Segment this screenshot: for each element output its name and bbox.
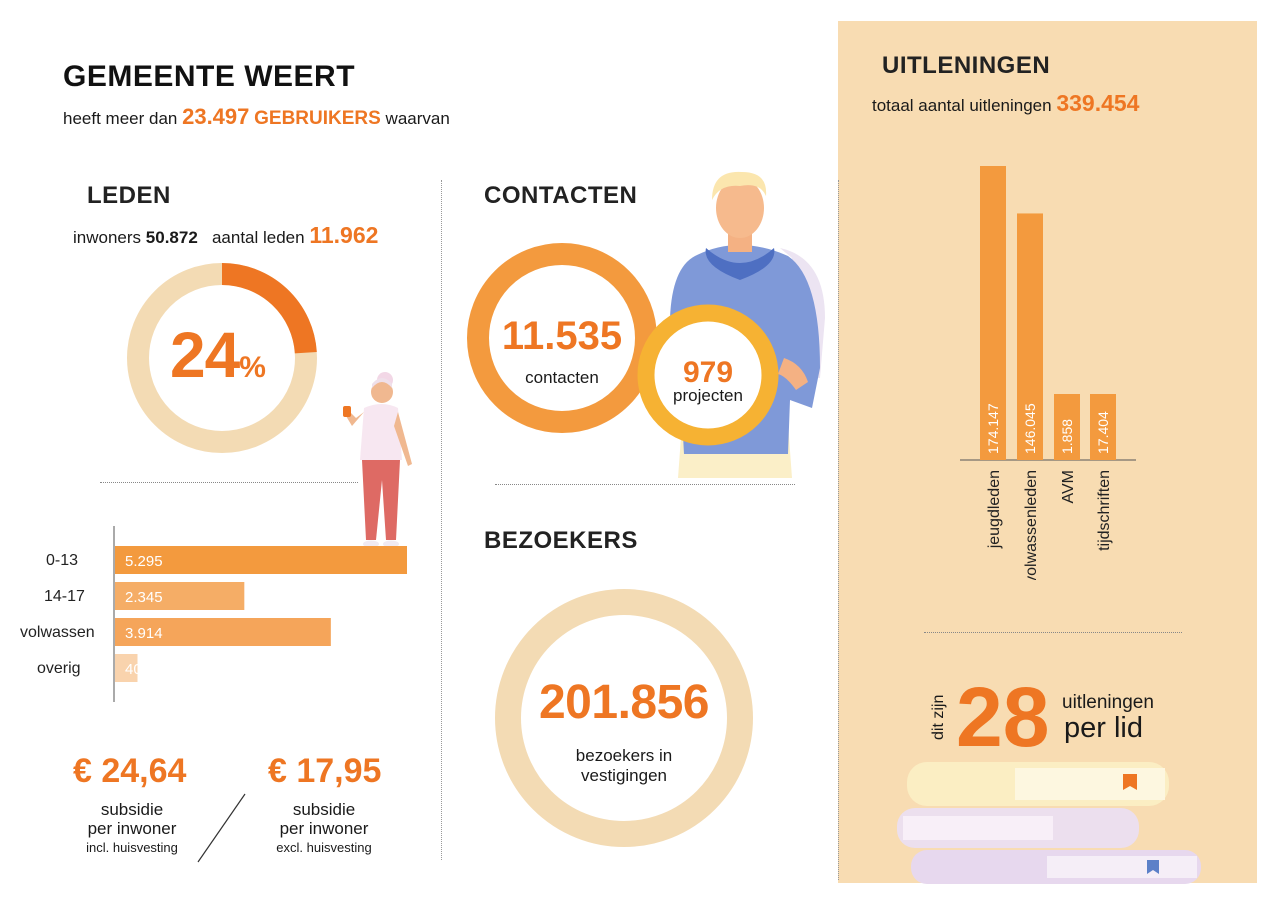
- hood: [705, 248, 775, 280]
- users-prefix: heeft meer dan: [63, 109, 178, 128]
- leden-title: LEDEN: [87, 182, 171, 209]
- age-bar: [115, 582, 245, 610]
- subsidie-excl-line2: per inwoner: [279, 819, 369, 838]
- inwoners-label: inwoners: [73, 228, 142, 247]
- woman-illustration: [343, 372, 412, 548]
- per-line1: uitleningen: [1062, 692, 1154, 713]
- projects-value: 979: [682, 356, 734, 389]
- per-prefix: dit zijn: [930, 694, 947, 740]
- bezoekers-value: 201.856: [538, 676, 710, 729]
- uitleningen-bar-value: 174.147: [985, 403, 1001, 454]
- percent-value: 24: [170, 319, 240, 391]
- subsidie-incl-line3: incl. huisvesting: [86, 840, 178, 855]
- subsidie-excl-text: subsidie per inwoner excl. huisvesting: [244, 800, 404, 857]
- age-bar: [115, 618, 331, 646]
- uitleningen-total: totaal aantal uitleningen 339.454: [872, 90, 1139, 117]
- head: [371, 381, 393, 403]
- total-label: totaal aantal uitleningen: [872, 96, 1052, 115]
- uitleningen-bar: [1017, 213, 1043, 460]
- subsidie-incl-line2: per inwoner: [87, 819, 177, 838]
- projects-label: projecten: [673, 386, 743, 405]
- trousers: [362, 460, 400, 540]
- uitleningen-bar: [1090, 394, 1116, 460]
- shoe-right: [383, 540, 399, 548]
- age-bar: [115, 654, 138, 682]
- subsidie-excl-value: € 17,95: [268, 752, 382, 790]
- total-value: 339.454: [1056, 90, 1140, 116]
- per-line2: per lid: [1064, 712, 1143, 744]
- age-bar-value: 3.914: [125, 625, 163, 642]
- contacts-label: contacten: [525, 368, 599, 387]
- users-suffix: waarvan: [385, 109, 450, 128]
- uitleningen-bar: [980, 166, 1006, 460]
- uitleningen-bar-value: 1.858: [1059, 419, 1075, 454]
- bezoekers-title: BEZOEKERS: [484, 527, 638, 554]
- bookmark-blue: [1147, 860, 1159, 874]
- contacts-value: 11.535: [501, 314, 623, 358]
- age-bar-value: 5.295: [125, 553, 163, 570]
- donut-arc-leden: [221, 263, 317, 354]
- users-label: GEBRUIKERS: [254, 108, 381, 129]
- shoe-left: [363, 540, 379, 548]
- age-category-label: overig: [37, 660, 81, 677]
- leden-donut: [127, 263, 317, 453]
- divider-contacten: [495, 484, 795, 485]
- phone: [343, 406, 351, 417]
- bezoekers-ring: [495, 589, 753, 847]
- per-value: 28: [956, 670, 1050, 764]
- subsidie-excl-line1: subsidie: [292, 800, 356, 819]
- contacts-ring: [467, 243, 657, 433]
- users-subtitle: heeft meer dan 23.497 GEBRUIKERS waarvan: [63, 104, 450, 130]
- divider-uitleningen: [924, 632, 1182, 633]
- subsidie-incl-value: € 24,64: [73, 752, 187, 790]
- uitleningen-panel: [838, 21, 1257, 883]
- bezoekers-label-line1: bezoekers in: [575, 746, 673, 765]
- bookmark-orange: [1123, 774, 1137, 790]
- age-bar: [115, 546, 407, 574]
- bezoekers-label-line2: vestigingen: [580, 766, 667, 785]
- uitleningen-chart: 174.147 jeugdleden 146.045 volwassenleden 1.…: [960, 166, 1136, 580]
- subsidie-incl-line1: subsidie: [100, 800, 164, 819]
- contacten-title: CONTACTEN: [484, 182, 638, 209]
- age-category-label: volwassen: [20, 624, 95, 641]
- uitleningen-category-label: jeugdleden: [986, 470, 1003, 549]
- projects-ring: [637, 304, 779, 446]
- divider-panel: [838, 180, 839, 880]
- leden-label: aantal leden: [211, 228, 305, 247]
- uitleningen-title: UITLENINGEN: [882, 52, 1051, 79]
- leden-stats: inwoners 50.872 aantal leden 11.962: [73, 222, 378, 249]
- bezoekers-label: bezoekers in vestigingen: [494, 746, 754, 786]
- leden-value: 11.962: [309, 222, 379, 248]
- uitleningen-category-label: tijdschriften: [1096, 470, 1113, 551]
- page-title: GEMEENTE WEERT: [63, 60, 356, 93]
- head: [716, 178, 764, 238]
- age-bar-value: 2.345: [125, 589, 163, 606]
- percent-display: 24%: [170, 318, 266, 392]
- age-category-label: 14-17: [44, 588, 85, 605]
- subsidie-excl-line3: excl. huisvesting: [276, 840, 372, 855]
- leden-age-chart: 5.295 0-13 2.345 14-17 3.914 volwassen 408 over…: [20, 526, 407, 702]
- hand: [778, 358, 808, 390]
- uitleningen-category-label: volwassenleden: [1023, 470, 1040, 580]
- age-category-label: 0-13: [46, 552, 78, 569]
- inwoners-value: 50.872: [145, 228, 198, 247]
- uitleningen-category-label: AVM: [1060, 470, 1077, 503]
- age-bar-value: 408: [125, 661, 150, 678]
- divider-leden: [100, 482, 358, 483]
- percent-sign: %: [239, 351, 266, 384]
- subsidie-incl-text: subsidie per inwoner incl. huisvesting: [52, 800, 212, 857]
- subsidie-separator: [197, 793, 246, 863]
- uitleningen-bar: [1054, 394, 1080, 460]
- uitleningen-bar-value: 17.404: [1095, 411, 1111, 454]
- uitleningen-bar-value: 146.045: [1022, 403, 1038, 454]
- hair: [712, 171, 767, 200]
- shirt: [360, 404, 402, 460]
- arm-right: [394, 412, 412, 466]
- users-value: 23.497: [182, 104, 250, 129]
- books-illustration: [897, 762, 1201, 884]
- hair: [372, 378, 392, 388]
- divider-vertical: [441, 180, 442, 860]
